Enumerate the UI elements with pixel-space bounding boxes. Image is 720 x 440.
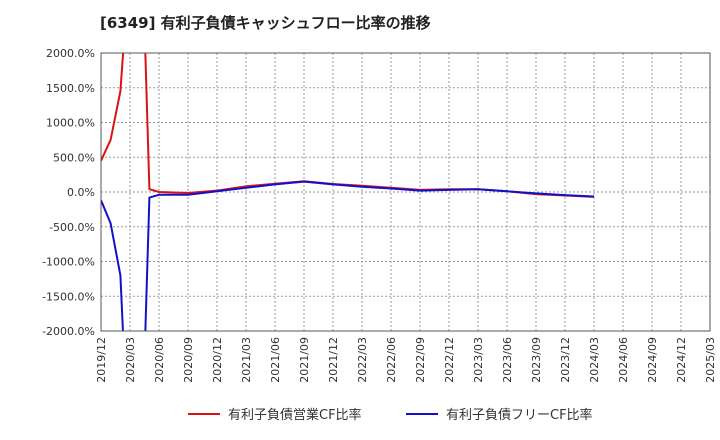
x-tick-label: 2025/03 [704,337,717,383]
x-tick-label: 2020/09 [182,337,195,383]
plot-frame [100,52,711,332]
y-tick-label: -500.0% [49,221,95,234]
x-tick-label: 2024/06 [617,337,630,383]
x-tick-label: 2023/06 [501,337,514,383]
y-axis-ticks: 2000.0% 1500.0% 1000.0% 500.0% 0.0% -500.0% -1… [42,47,95,338]
x-tick-label: 2021/03 [240,337,253,383]
x-tick-label: 2022/03 [356,337,369,383]
x-tick-label: 2024/12 [675,337,688,383]
y-tick-label: 2000.0% [46,47,95,60]
chart-title: [6349] 有利子負債キャッシュフロー比率の推移 [100,14,431,32]
x-tick-label: 2023/09 [530,337,543,383]
x-tick-label: 2020/03 [124,337,137,383]
x-tick-label: 2023/12 [559,337,572,383]
x-tick-label: 2022/12 [443,337,456,383]
legend-label-1: 有利子負債営業CF比率 [228,407,362,423]
x-tick-label: 2021/09 [298,337,311,383]
x-tick-label: 2020/12 [211,337,224,383]
y-tick-label: 500.0% [53,151,95,164]
x-tick-label: 2022/09 [414,337,427,383]
y-tick-label: -2000.0% [42,325,95,338]
legend: 有利子負債営業CF比率 有利子負債フリーCF比率 [188,407,593,423]
x-tick-label: 2021/06 [269,337,282,383]
y-tick-label: 1000.0% [46,117,95,130]
x-tick-label: 2020/06 [153,337,166,383]
x-tick-label: 2019/12 [95,337,108,383]
x-tick-label: 2024/09 [646,337,659,383]
x-tick-label: 2022/06 [385,337,398,383]
y-tick-label: -1000.0% [42,256,95,269]
y-tick-label: -1500.0% [42,290,95,303]
series-line-2 [101,180,595,331]
y-tick-label: 0.0% [67,186,95,199]
x-tick-label: 2023/03 [472,337,485,383]
x-axis-ticks: 2019/12 2020/03 2020/06 2020/09 2020/12 2021/… [95,337,717,383]
y-tick-label: 1500.0% [46,82,95,95]
x-tick-label: 2021/12 [327,337,340,383]
x-tick-label: 2024/03 [588,337,601,383]
series-layer [101,53,595,331]
legend-label-2: 有利子負債フリーCF比率 [446,407,593,423]
